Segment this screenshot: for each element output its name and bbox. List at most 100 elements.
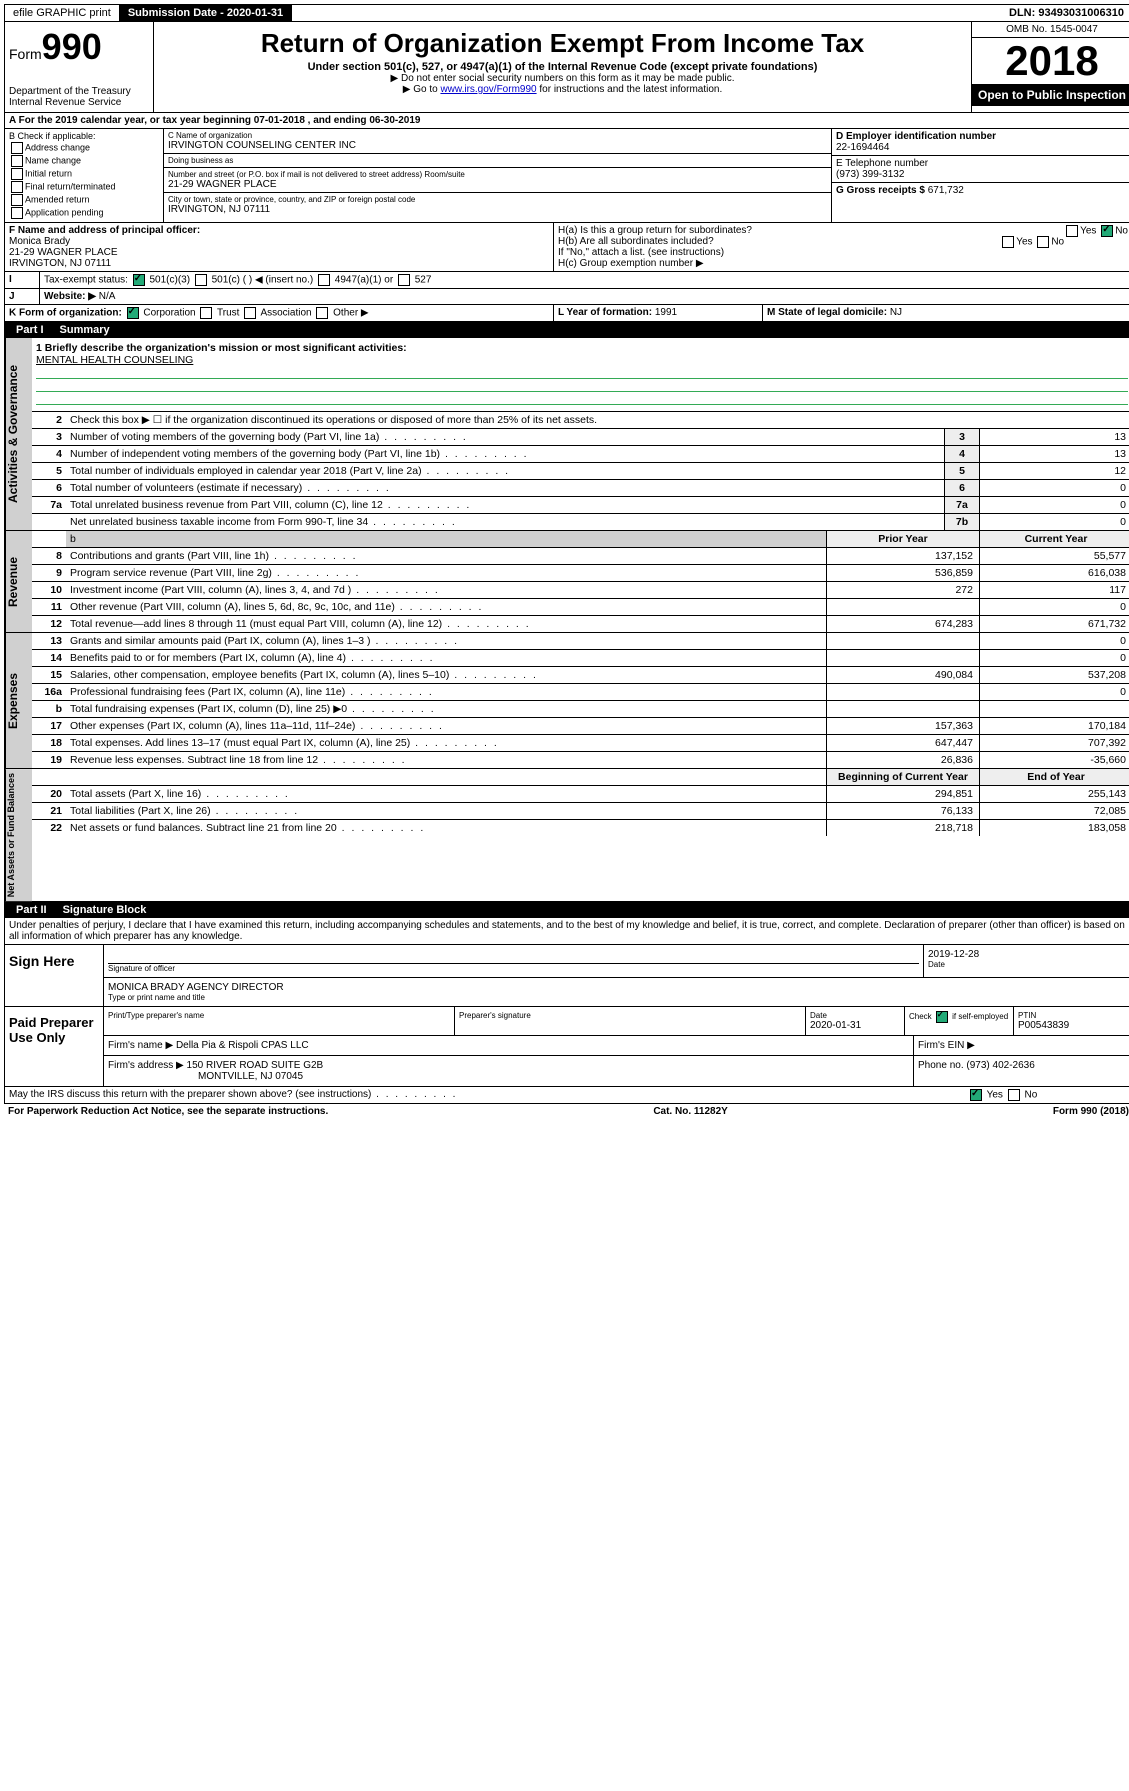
- row-f-h: F Name and address of principal officer:…: [4, 223, 1129, 272]
- open-public-badge: Open to Public Inspection: [972, 84, 1129, 106]
- expenses-section: Expenses 13Grants and similar amounts pa…: [4, 633, 1129, 769]
- officer-name-label: Type or print name and title: [108, 993, 1128, 1002]
- note-link-pre: ▶ Go to: [403, 84, 441, 95]
- box-b-title: B Check if applicable:: [9, 131, 159, 141]
- form-prefix: Form: [9, 46, 42, 62]
- side-governance: Activities & Governance: [5, 338, 32, 530]
- row-j: J Website: ▶ N/A: [4, 289, 1129, 305]
- mission-block: 1 Briefly describe the organization's mi…: [32, 338, 1129, 412]
- form-num: 990: [42, 26, 102, 67]
- discuss-question: May the IRS discuss this return with the…: [9, 1089, 371, 1100]
- tax-status-label: Tax-exempt status:: [44, 275, 128, 286]
- box-c: C Name of organization IRVINGTON COUNSEL…: [164, 129, 832, 222]
- sign-date: 2019-12-28: [928, 949, 1128, 960]
- table-row: 8Contributions and grants (Part VIII, li…: [32, 548, 1129, 565]
- paid-preparer-block: Paid Preparer Use Only Print/Type prepar…: [4, 1007, 1129, 1087]
- revenue-header-row: b Prior Year Current Year: [32, 531, 1129, 548]
- row-i: I Tax-exempt status: 501(c)(3) 501(c) ( …: [4, 272, 1129, 289]
- dba-label: Doing business as: [168, 156, 827, 165]
- ein-label: D Employer identification number: [836, 131, 996, 142]
- officer-name-title: MONICA BRADY AGENCY DIRECTOR: [108, 982, 1128, 993]
- preparer-sig-label: Preparer's signature: [455, 1007, 806, 1035]
- self-employed-check[interactable]: Check if self-employed: [905, 1007, 1014, 1035]
- hc-label: H(c) Group exemption number ▶: [558, 258, 1128, 269]
- dln: DLN: 93493031006310: [1001, 5, 1129, 21]
- netassets-section: Net Assets or Fund Balances Beginning of…: [4, 769, 1129, 902]
- perjury-statement: Under penalties of perjury, I declare th…: [4, 918, 1129, 945]
- sign-here-label: Sign Here: [5, 945, 104, 1006]
- efile-label: efile GRAPHIC print: [5, 5, 120, 21]
- table-row: 11Other revenue (Part VIII, column (A), …: [32, 599, 1129, 616]
- ha-label: H(a) Is this a group return for subordin…: [558, 225, 752, 236]
- check-pending[interactable]: Application pending: [9, 207, 159, 219]
- paid-preparer-label: Paid Preparer Use Only: [5, 1007, 104, 1086]
- check-501c3[interactable]: [133, 274, 145, 286]
- box-f: F Name and address of principal officer:…: [5, 223, 554, 271]
- part1-header: Part I Summary: [4, 322, 1129, 338]
- officer-addr2: IRVINGTON, NJ 07111: [9, 258, 111, 269]
- footer-right: Form 990 (2018): [1053, 1106, 1129, 1117]
- section-a: A For the 2019 calendar year, or tax yea…: [4, 113, 1129, 129]
- prep-date: 2020-01-31: [810, 1020, 900, 1031]
- city-state-zip: IRVINGTON, NJ 07111: [168, 204, 827, 215]
- phone-label: E Telephone number: [836, 158, 1128, 169]
- check-corp[interactable]: [127, 307, 139, 319]
- discuss-no[interactable]: [1008, 1089, 1020, 1101]
- table-row: 15Salaries, other compensation, employee…: [32, 667, 1129, 684]
- table-row: 12Total revenue—add lines 8 through 11 (…: [32, 616, 1129, 632]
- irs-link[interactable]: www.irs.gov/Form990: [440, 84, 536, 95]
- col-end: End of Year: [979, 769, 1129, 785]
- line2-discontinue: Check this box ▶ ☐ if the organization d…: [66, 412, 1129, 428]
- check-4947[interactable]: [318, 274, 330, 286]
- form-org-label: K Form of organization:: [9, 308, 122, 319]
- check-amended[interactable]: Amended return: [9, 194, 159, 206]
- street-address: 21-29 WAGNER PLACE: [168, 179, 827, 190]
- submission-date: Submission Date - 2020-01-31: [120, 5, 292, 21]
- check-name[interactable]: Name change: [9, 155, 159, 167]
- ptin-value: P00543839: [1018, 1020, 1128, 1031]
- officer-name: Monica Brady: [9, 236, 70, 247]
- preparer-name-label: Print/Type preparer's name: [104, 1007, 455, 1035]
- note-ssn: ▶ Do not enter social security numbers o…: [158, 73, 967, 84]
- side-netassets: Net Assets or Fund Balances: [5, 769, 32, 901]
- table-row: 14Benefits paid to or for members (Part …: [32, 650, 1129, 667]
- table-row: 10Investment income (Part VIII, column (…: [32, 582, 1129, 599]
- sign-here-block: Sign Here Signature of officer 2019-12-2…: [4, 945, 1129, 1007]
- domicile-label: M State of legal domicile:: [767, 307, 887, 318]
- check-initial[interactable]: Initial return: [9, 168, 159, 180]
- ein-value: 22-1694464: [836, 142, 1128, 153]
- prep-date-label: Date: [810, 1011, 900, 1020]
- discuss-row: May the IRS discuss this return with the…: [4, 1087, 1129, 1104]
- mission-value: MENTAL HEALTH COUNSELING: [36, 354, 193, 366]
- table-row: 17Other expenses (Part IX, column (A), l…: [32, 718, 1129, 735]
- firm-name: Della Pia & Rispoli CPAS LLC: [176, 1040, 309, 1051]
- check-assoc[interactable]: [244, 307, 256, 319]
- check-527[interactable]: [398, 274, 410, 286]
- check-address[interactable]: Address change: [9, 142, 159, 154]
- sig-officer-label: Signature of officer: [108, 964, 919, 973]
- governance-section: Activities & Governance 1 Briefly descri…: [4, 338, 1129, 531]
- check-501c[interactable]: [195, 274, 207, 286]
- check-final[interactable]: Final return/terminated: [9, 181, 159, 193]
- revenue-section: Revenue b Prior Year Current Year 8Contr…: [4, 531, 1129, 633]
- part2-name: Signature Block: [63, 904, 147, 916]
- tax-year: 2018: [972, 38, 1129, 84]
- omb-number: OMB No. 1545-0047: [972, 22, 1129, 38]
- phone-value: (973) 399-3132: [836, 169, 1128, 180]
- footer-left: For Paperwork Reduction Act Notice, see …: [8, 1106, 328, 1117]
- dept-irs: Internal Revenue Service: [9, 97, 149, 108]
- domicile: NJ: [890, 307, 902, 318]
- year-formation: 1991: [655, 307, 677, 318]
- col-prior: Prior Year: [826, 531, 979, 547]
- check-trust[interactable]: [200, 307, 212, 319]
- side-revenue: Revenue: [5, 531, 32, 632]
- part1-name: Summary: [60, 324, 110, 336]
- mission-label: 1 Briefly describe the organization's mi…: [36, 342, 407, 354]
- check-other[interactable]: [316, 307, 328, 319]
- table-row: 4Number of independent voting members of…: [32, 446, 1129, 463]
- table-row: 21Total liabilities (Part X, line 26)76,…: [32, 803, 1129, 820]
- table-row: bTotal fundraising expenses (Part IX, co…: [32, 701, 1129, 718]
- side-expenses: Expenses: [5, 633, 32, 768]
- table-row: 16aProfessional fundraising fees (Part I…: [32, 684, 1129, 701]
- discuss-yes[interactable]: [970, 1089, 982, 1101]
